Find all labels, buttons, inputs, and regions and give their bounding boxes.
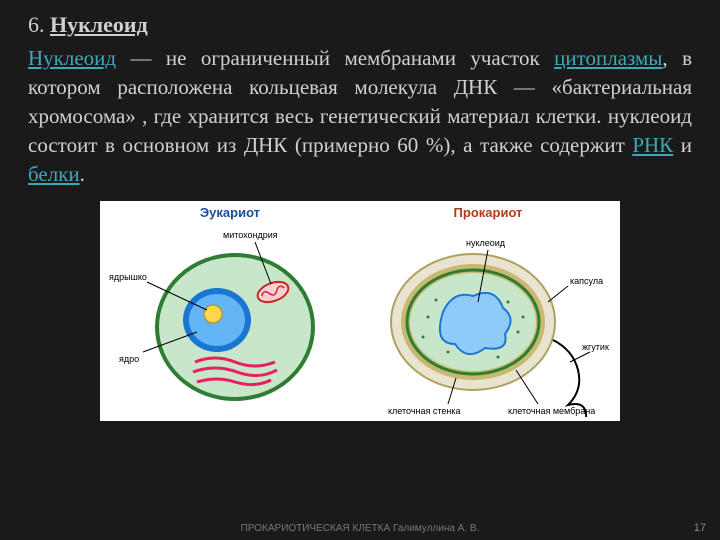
link-rna[interactable]: РНК [632,133,673,157]
label-wall: клеточная стенка [388,406,461,416]
prokaryote-diagram: нуклеоид капсула жгутик клеточная стенка… [358,222,618,417]
body-text-end: . [80,162,85,186]
slide-footer: ПРОКАРИОТИЧЕСКАЯ КЛЕТКА Галимуллина А. В… [0,523,720,534]
slide-title: Нуклеоид [50,12,148,37]
link-cytoplasm[interactable]: цитоплазмы [554,46,662,70]
prokaryote-title: Прокариот [454,205,523,220]
page-number: 17 [694,522,706,534]
label-membrane: клеточная мембрана [508,406,595,416]
euk-nucleolus [204,305,222,323]
label-nucleoid: нуклеоид [466,238,506,248]
line-membrane [516,370,538,404]
label-nucleolus: ядрышко [109,272,147,282]
eukaryote-column: Эукариот ядрышко [102,205,358,419]
eukaryote-title: Эукариот [200,205,260,220]
link-protein[interactable]: белки [28,162,80,186]
eukaryote-diagram: ядрышко ядро митохондрия [105,222,355,417]
prokaryote-column: Прокариот [358,205,618,419]
label-nucleus: ядро [119,354,139,364]
slide-body: Нуклеоид — не ограниченный мембранами уч… [28,44,692,189]
link-nucleoid[interactable]: Нуклеоид [28,46,116,70]
slide-number: 6. [28,12,45,37]
diagram-area: Эукариот ядрышко [100,201,620,421]
body-text-1: — не ограниченный мембранами участок [116,46,554,70]
slide-title-line: 6. Нуклеоид [28,12,692,38]
body-text-and: и [673,133,692,157]
label-mito: митохондрия [223,230,278,240]
label-capsule: капсула [570,276,603,286]
line-capsule [548,286,568,302]
label-flagellum: жгутик [582,342,609,352]
